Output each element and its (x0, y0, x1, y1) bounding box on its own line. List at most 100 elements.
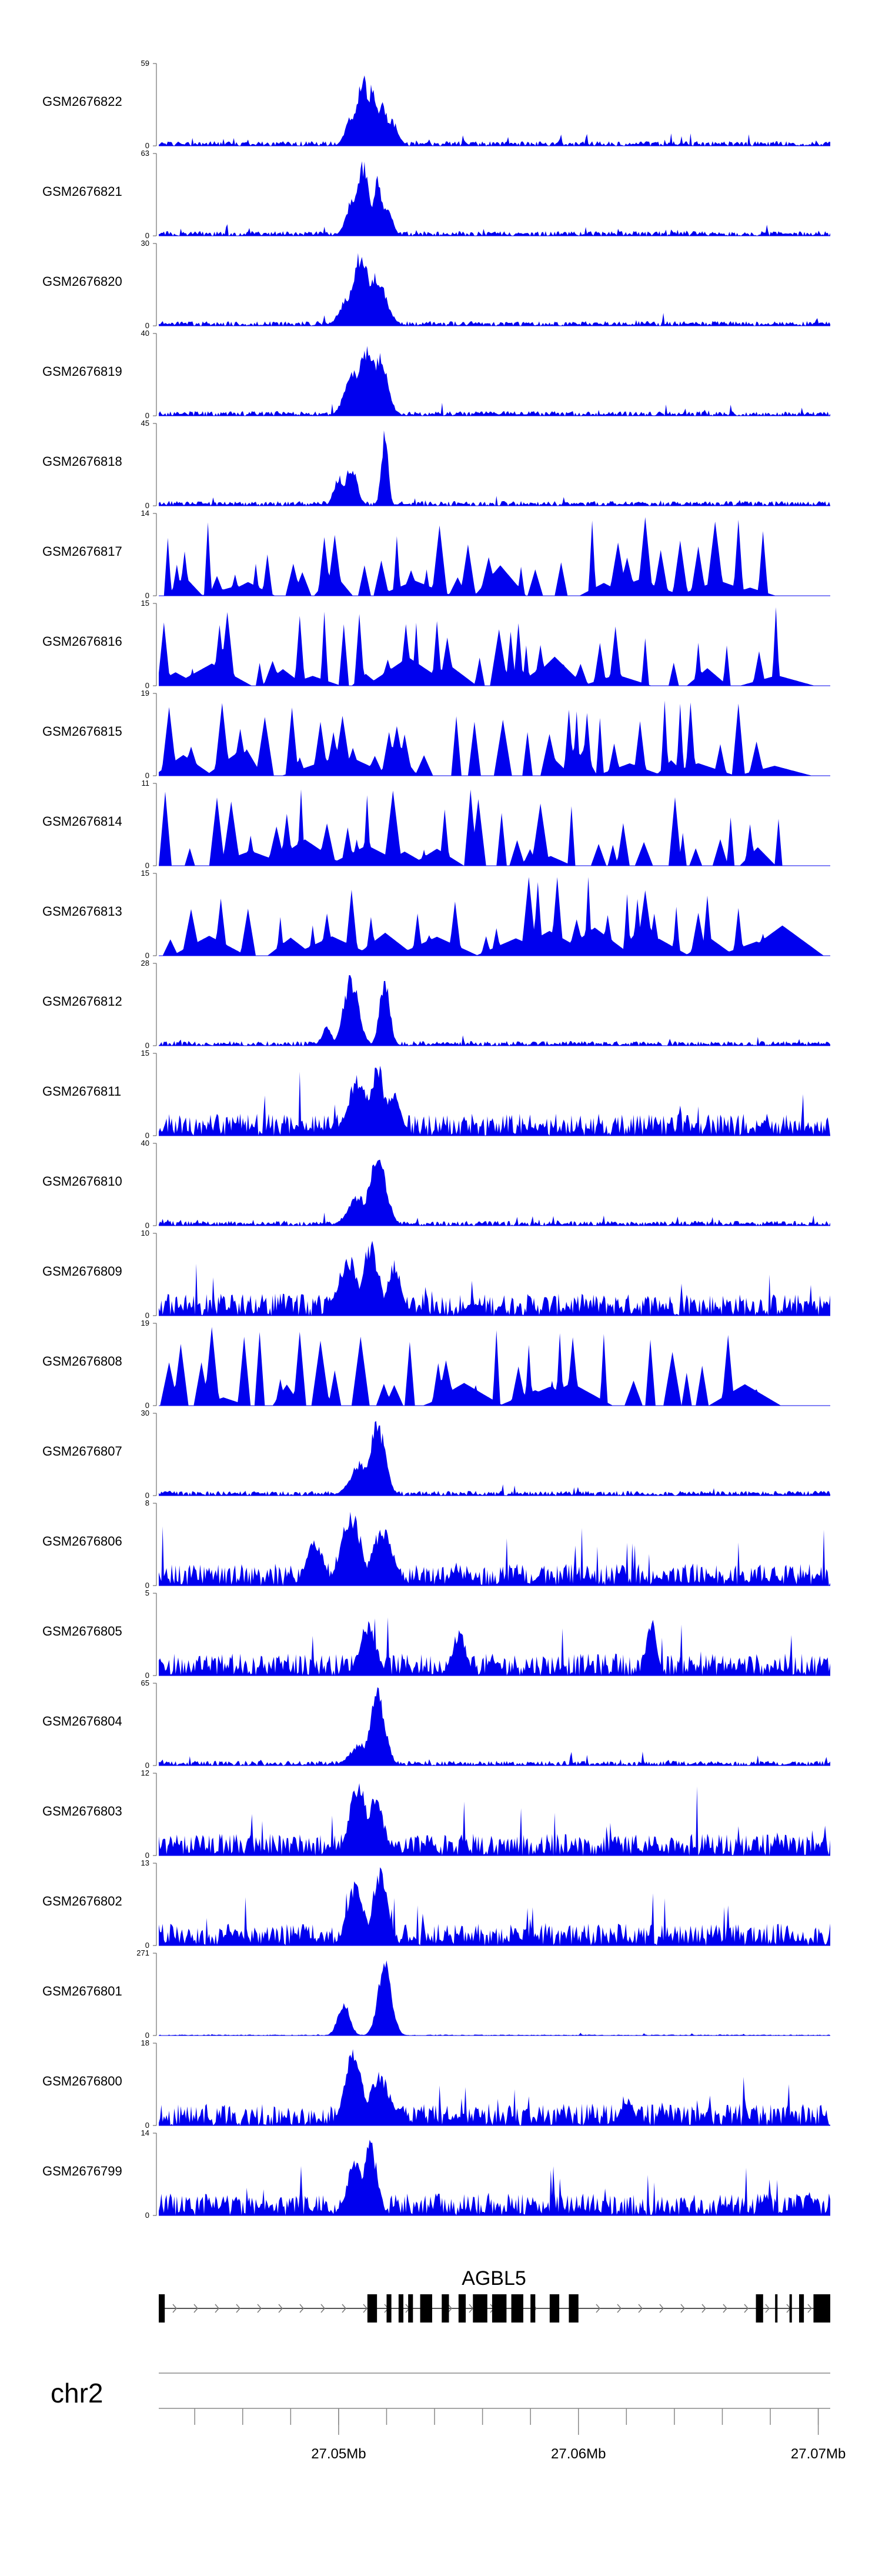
signal-area (159, 1617, 830, 1676)
track-GSM2676813: 15 0 GSM2676813 (42, 869, 830, 960)
track-label: GSM2676810 (42, 1174, 122, 1189)
strand-arrow (659, 2304, 664, 2313)
track-label: GSM2676809 (42, 1264, 122, 1279)
position-label: 27.07Mb (791, 2446, 846, 2462)
y-min-label: 0 (145, 1851, 149, 1860)
track-GSM2676804: 65 0 GSM2676804 (42, 1679, 830, 1770)
y-min-label: 0 (145, 141, 149, 150)
y-max-label: 59 (141, 59, 149, 68)
exon (569, 2294, 579, 2323)
strand-arrow (363, 2304, 368, 2313)
exon (458, 2294, 466, 2323)
track-label: GSM2676801 (42, 1984, 122, 1998)
strand-arrow (320, 2304, 325, 2313)
strand-arrow (342, 2304, 346, 2313)
y-min-label: 0 (145, 2031, 149, 2040)
signal-area (159, 1159, 830, 1226)
track-label: GSM2676818 (42, 454, 122, 469)
exon (442, 2294, 449, 2323)
strand-arrow (765, 2304, 770, 2313)
track-GSM2676799: 14 0 GSM2676799 (42, 2128, 830, 2220)
strand-arrow (469, 2304, 473, 2313)
y-min-label: 0 (145, 321, 149, 330)
strand-arrow (215, 2304, 219, 2313)
strand-arrow (638, 2304, 643, 2313)
signal-area (159, 1327, 830, 1406)
track-label: GSM2676817 (42, 544, 122, 559)
strand-arrow (193, 2304, 198, 2313)
y-min-label: 0 (145, 951, 149, 960)
y-max-label: 30 (141, 239, 149, 248)
y-max-label: 45 (141, 419, 149, 428)
y-min-label: 0 (145, 501, 149, 510)
signal-area (159, 2140, 830, 2215)
y-max-label: 18 (141, 2038, 149, 2047)
exon (386, 2294, 392, 2323)
y-max-label: 30 (141, 1409, 149, 1417)
y-max-label: 13 (141, 1858, 149, 1867)
track-GSM2676810: 40 0 GSM2676810 (42, 1139, 830, 1230)
y-max-label: 63 (141, 149, 149, 158)
gene-name: AGBL5 (462, 2267, 526, 2290)
y-min-label: 0 (145, 1761, 149, 1770)
y-min-label: 0 (145, 681, 149, 690)
y-max-label: 10 (141, 1229, 149, 1237)
track-GSM2676801: 271 0 GSM2676801 (42, 1948, 830, 2040)
track-GSM2676807: 30 0 GSM2676807 (42, 1409, 830, 1500)
signal-area (159, 1867, 830, 1946)
track-label: GSM2676802 (42, 1894, 122, 1908)
signal-area (159, 1687, 830, 1766)
exon (813, 2294, 830, 2323)
y-min-label: 0 (145, 1941, 149, 1950)
y-max-label: 28 (141, 959, 149, 967)
exon (408, 2294, 413, 2323)
track-label: GSM2676816 (42, 634, 122, 649)
track-GSM2676809: 10 0 GSM2676809 (42, 1229, 830, 1320)
track-GSM2676821: 63 0 GSM2676821 (42, 149, 830, 240)
signal-area (159, 975, 830, 1046)
exon (511, 2294, 523, 2323)
exon (775, 2294, 778, 2323)
y-min-label: 0 (145, 1401, 149, 1410)
y-max-label: 40 (141, 329, 149, 338)
y-min-label: 0 (145, 1221, 149, 1230)
y-min-label: 0 (145, 1041, 149, 1050)
track-GSM2676822: 59 0 GSM2676822 (42, 59, 830, 150)
signal-area (159, 430, 830, 506)
track-GSM2676805: 5 0 GSM2676805 (42, 1589, 830, 1680)
y-max-label: 15 (141, 1049, 149, 1057)
track-label: GSM2676812 (42, 994, 122, 1009)
strand-arrow (723, 2304, 727, 2313)
y-max-label: 8 (145, 1499, 149, 1507)
track-label: GSM2676821 (42, 184, 122, 199)
track-GSM2676806: 8 0 GSM2676806 (42, 1499, 830, 1590)
y-min-label: 0 (145, 771, 149, 780)
track-GSM2676820: 30 0 GSM2676820 (42, 239, 830, 330)
strand-arrow (807, 2304, 812, 2313)
y-max-label: 12 (141, 1769, 149, 1777)
track-label: GSM2676811 (42, 1084, 121, 1099)
chromosome-label: chr2 (51, 2378, 103, 2408)
track-label: GSM2676814 (42, 814, 122, 829)
track-GSM2676816: 15 0 GSM2676816 (42, 599, 830, 690)
track-label: GSM2676803 (42, 1804, 122, 1818)
exon (420, 2294, 432, 2323)
strand-arrow (680, 2304, 685, 2313)
strand-arrow (701, 2304, 706, 2313)
exon (473, 2294, 487, 2323)
y-min-label: 0 (145, 2121, 149, 2130)
strand-arrow (299, 2304, 304, 2313)
signal-area (159, 1240, 830, 1316)
signal-area (159, 1421, 830, 1496)
track-label: GSM2676815 (42, 724, 122, 739)
track-label: GSM2676800 (42, 2074, 122, 2088)
track-GSM2676812: 28 0 GSM2676812 (42, 959, 830, 1050)
y-max-label: 5 (145, 1589, 149, 1597)
gene-track: AGBL5 (159, 2267, 830, 2323)
exon (799, 2294, 804, 2323)
y-max-label: 271 (136, 1948, 149, 1957)
signal-tracks: 590GSM2676822630GSM2676821300GSM26768204… (42, 59, 830, 2220)
strand-arrow (617, 2304, 622, 2313)
track-label: GSM2676807 (42, 1444, 122, 1459)
track-label: GSM2676808 (42, 1354, 122, 1369)
